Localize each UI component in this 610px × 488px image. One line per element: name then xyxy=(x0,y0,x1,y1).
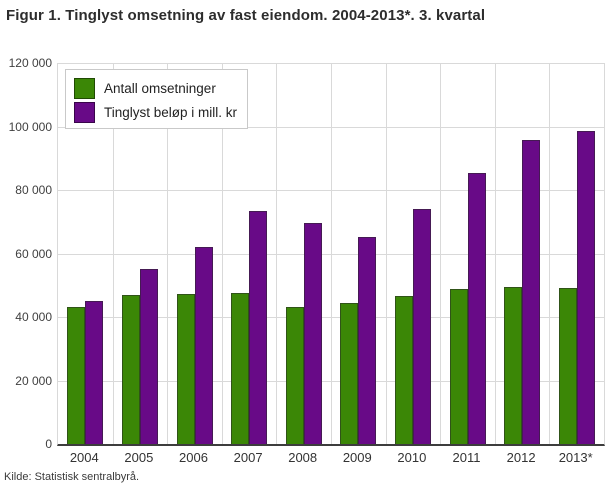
y-tick-label: 0 xyxy=(45,437,52,451)
gridline-vertical xyxy=(167,63,169,444)
bar-2010-antall xyxy=(394,296,413,444)
y-tick-label: 80 000 xyxy=(15,183,52,197)
x-tick-label: 2005 xyxy=(124,450,154,465)
gridline-vertical xyxy=(112,63,114,444)
bar-2006-belop xyxy=(194,247,213,444)
figure-title: Figur 1. Tinglyst omsetning av fast eien… xyxy=(6,7,486,24)
bar-2008-antall xyxy=(285,307,304,444)
legend-swatch-green xyxy=(74,77,95,99)
bar-2005-antall xyxy=(121,295,140,444)
bar-2013-belop xyxy=(576,131,595,444)
bar-2004-antall xyxy=(67,307,86,444)
x-tick-label: 2013* xyxy=(558,450,593,465)
bar-2010-belop xyxy=(412,209,431,444)
gridline-vertical xyxy=(385,63,387,444)
bar-2005-belop xyxy=(139,269,158,444)
gridline-vertical xyxy=(549,63,551,444)
x-tick-label: 2010 xyxy=(397,450,427,465)
legend-label: Tinglyst beløp i mill. kr xyxy=(104,104,238,120)
y-tick-label: 120 000 xyxy=(8,56,52,70)
gridline-vertical xyxy=(221,63,223,444)
bar-2006-antall xyxy=(176,294,195,444)
x-tick-label: 2009 xyxy=(342,450,372,465)
legend: Antall omsetninger Tinglyst beløp i mill… xyxy=(65,69,248,129)
legend-item-antall-omsetninger: Antall omsetninger xyxy=(74,76,239,100)
y-tick-label: 100 000 xyxy=(8,119,52,134)
gridline-vertical xyxy=(331,63,332,444)
plot-area xyxy=(57,63,605,446)
legend-item-tinglyst-belop: Tinglyst beløp i mill. kr xyxy=(74,100,239,124)
bar-2013-antall xyxy=(558,288,577,444)
x-tick-label: 2006 xyxy=(179,450,208,465)
x-tick-label: 2012 xyxy=(506,450,536,465)
y-tick-label: 40 000 xyxy=(15,310,52,324)
bar-2008-belop xyxy=(303,223,322,444)
bar-2009-belop xyxy=(358,237,377,444)
bar-2012-antall xyxy=(504,287,523,444)
gridline-vertical xyxy=(440,63,442,444)
y-tick-label: 20 000 xyxy=(15,373,52,388)
gridline-vertical xyxy=(276,63,278,444)
legend-swatch-purple xyxy=(74,101,95,123)
y-tick-label: 60 000 xyxy=(15,246,52,261)
bar-2009-antall xyxy=(340,303,359,444)
bar-2007-belop xyxy=(249,211,268,444)
bar-2007-antall xyxy=(231,293,250,444)
x-tick-label: 2007 xyxy=(233,450,263,465)
x-tick-label: 2004 xyxy=(69,450,99,465)
bar-2012-belop xyxy=(522,140,541,444)
legend-label: Antall omsetninger xyxy=(104,80,216,96)
bar-2004-belop xyxy=(85,301,104,444)
gridline-vertical xyxy=(494,63,496,444)
x-tick-label: 2008 xyxy=(288,450,318,465)
x-tick-label: 2011 xyxy=(452,450,481,465)
bar-2011-antall xyxy=(449,289,468,444)
source-note: Kilde: Statistisk sentralbyrå. xyxy=(4,471,140,483)
bar-2011-belop xyxy=(467,173,486,444)
